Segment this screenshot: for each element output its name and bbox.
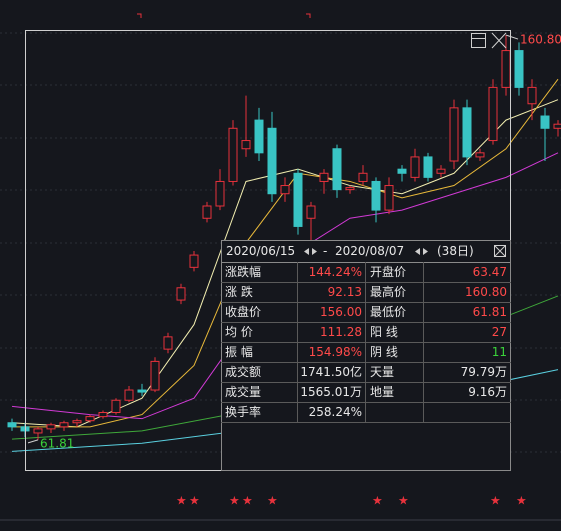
stat-label: 换手率 bbox=[225, 404, 261, 419]
stat-label: 最高价 bbox=[370, 284, 406, 299]
candle-body bbox=[514, 50, 524, 88]
candle-body bbox=[293, 172, 303, 227]
candle-body bbox=[306, 205, 316, 219]
end-date: 2020/08/07 bbox=[335, 244, 404, 258]
candle-body bbox=[33, 428, 43, 434]
stat-label: 阳 线 bbox=[370, 325, 398, 339]
svg-text:★: ★ bbox=[516, 494, 527, 508]
candle-body bbox=[280, 185, 290, 195]
candle-body bbox=[163, 336, 173, 350]
candle-body bbox=[371, 180, 381, 211]
candle-body bbox=[540, 115, 550, 129]
price-marks: 160.80 61.81 bbox=[7, 33, 561, 452]
stat-value: 9.16万 bbox=[468, 385, 507, 399]
candle-body bbox=[215, 180, 225, 207]
low-label: 61.81 bbox=[40, 436, 74, 450]
svg-text:★: ★ bbox=[176, 494, 187, 508]
candle-body bbox=[137, 389, 147, 393]
stat-label: 成交量 bbox=[225, 384, 261, 399]
candle-body bbox=[228, 127, 238, 182]
interval-popup: 2020/06/15 - 2020/08/07 (38日) 涨跌幅 144.24%… bbox=[221, 240, 511, 471]
stat-value: 1565.01万 bbox=[300, 385, 362, 399]
stat-value: 92.13 bbox=[328, 285, 362, 299]
high-label: 160.80 bbox=[520, 33, 561, 47]
stat-value: 154.98% bbox=[309, 345, 362, 359]
candle-body bbox=[72, 420, 82, 424]
candle-body bbox=[345, 187, 355, 191]
stat-value: 79.79万 bbox=[461, 365, 507, 379]
stat-value: 27 bbox=[492, 325, 507, 339]
svg-text:★: ★ bbox=[242, 494, 253, 508]
candle-body bbox=[59, 422, 69, 428]
svg-text:★: ★ bbox=[189, 494, 200, 508]
candle-body bbox=[111, 399, 121, 414]
stat-label: 成交额 bbox=[225, 364, 261, 379]
candle-body bbox=[176, 287, 186, 301]
stat-label: 最低价 bbox=[370, 305, 406, 319]
candle-body bbox=[46, 424, 56, 430]
candle-body bbox=[7, 422, 17, 428]
stat-value: 61.81 bbox=[473, 305, 507, 319]
stat-label: 阴 线 bbox=[370, 345, 398, 359]
candle-body bbox=[475, 152, 485, 158]
stat-label: 收盘价 bbox=[225, 304, 261, 319]
box-icons[interactable] bbox=[471, 32, 507, 49]
candle-body bbox=[241, 140, 251, 150]
stat-value: 258.24% bbox=[309, 405, 362, 419]
stars: ★ ★ ★ ★ ★ ★ ★ ★ ★ bbox=[176, 494, 527, 508]
stat-label: 振 幅 bbox=[225, 344, 253, 359]
svg-text:★: ★ bbox=[267, 494, 278, 508]
svg-text:★: ★ bbox=[372, 494, 383, 508]
candle-body bbox=[462, 107, 472, 158]
svg-text:-: - bbox=[323, 244, 327, 258]
end-arrows[interactable] bbox=[415, 248, 428, 255]
svg-text:★: ★ bbox=[490, 494, 501, 508]
candle-body bbox=[436, 168, 446, 174]
candle-body bbox=[488, 86, 498, 142]
candle-body bbox=[397, 168, 407, 174]
start-arrows[interactable] bbox=[304, 248, 317, 255]
candle-body bbox=[150, 360, 160, 391]
stat-value: 156.00 bbox=[320, 305, 362, 319]
candle-body bbox=[449, 107, 459, 162]
stat-value: 111.28 bbox=[320, 325, 362, 339]
candle-body bbox=[384, 185, 394, 211]
stat-value: 63.47 bbox=[473, 265, 507, 279]
candle-body bbox=[189, 254, 199, 268]
candle-body bbox=[358, 172, 368, 182]
candle-body bbox=[410, 156, 420, 178]
candle-body bbox=[553, 123, 561, 129]
stat-label: 开盘价 bbox=[370, 264, 406, 279]
candle-body bbox=[332, 148, 342, 191]
candle-body bbox=[423, 156, 433, 178]
stat-label: 涨跌幅 bbox=[225, 264, 261, 279]
candle-body bbox=[267, 127, 277, 195]
close-button[interactable] bbox=[494, 245, 506, 257]
stat-label: 涨 跌 bbox=[225, 284, 253, 299]
stat-value: 11 bbox=[492, 345, 507, 359]
stat-label: 地量 bbox=[370, 385, 394, 399]
candle-body bbox=[98, 412, 108, 418]
candle-body bbox=[202, 205, 212, 219]
svg-text:★: ★ bbox=[398, 494, 409, 508]
start-date: 2020/06/15 bbox=[226, 244, 295, 258]
stat-value: 160.80 bbox=[465, 285, 507, 299]
day-count: (38日) bbox=[437, 244, 474, 258]
stat-value: 1741.50亿 bbox=[300, 364, 362, 379]
candle-body bbox=[527, 86, 537, 105]
candle-body bbox=[319, 172, 329, 182]
low-pointer bbox=[27, 439, 39, 444]
high-pointer bbox=[505, 34, 519, 40]
candle-body bbox=[85, 416, 95, 422]
candle-body bbox=[124, 389, 134, 401]
candle-body bbox=[254, 119, 264, 154]
svg-text:★: ★ bbox=[229, 494, 240, 508]
stat-label: 均 价 bbox=[225, 325, 253, 339]
stat-value: 144.24% bbox=[309, 265, 362, 279]
stat-label: 天量 bbox=[370, 365, 394, 379]
candle-body bbox=[501, 50, 511, 88]
